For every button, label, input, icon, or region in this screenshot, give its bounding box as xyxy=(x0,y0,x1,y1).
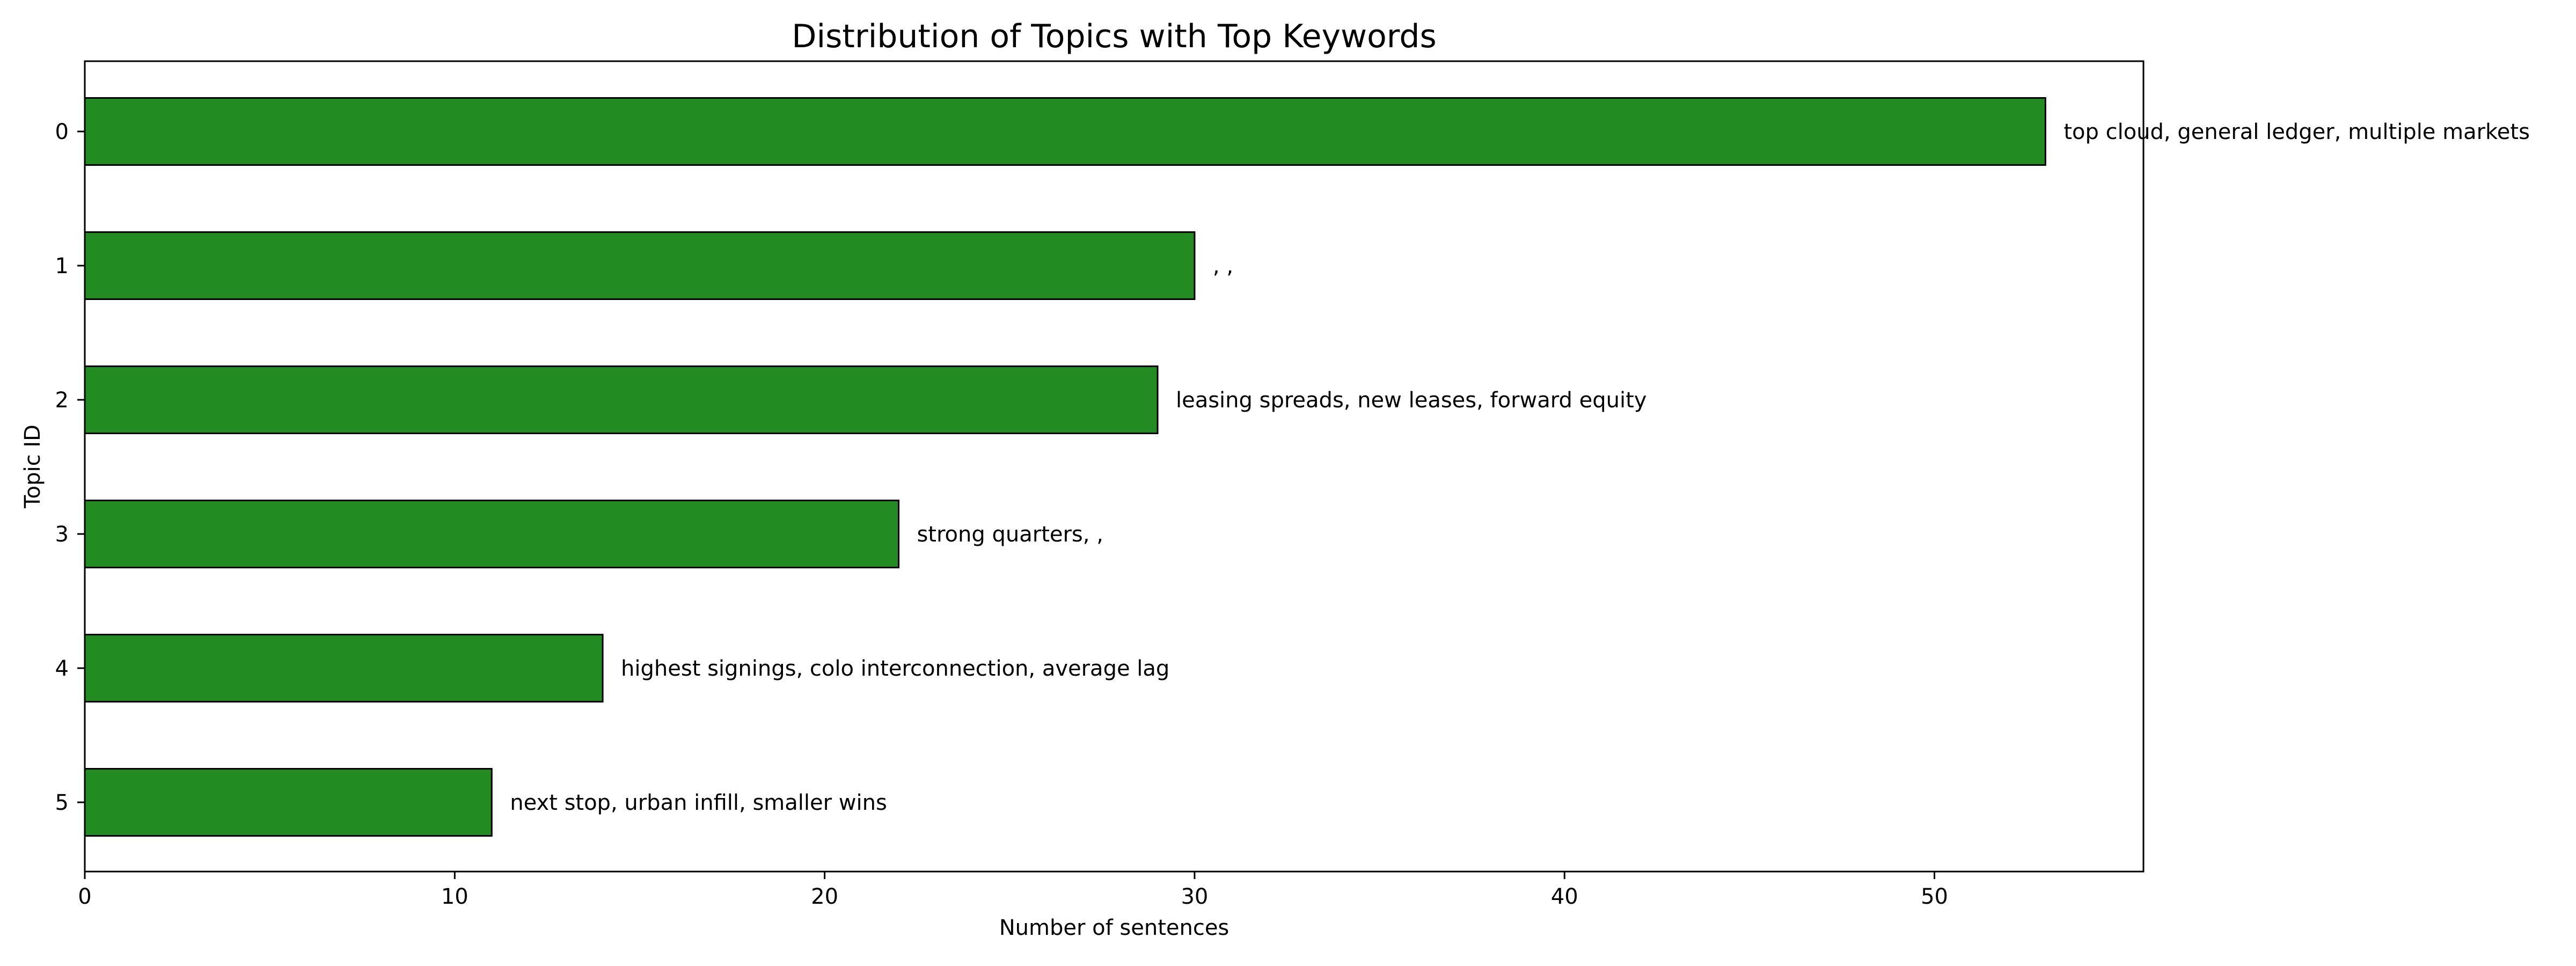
bar-topic-1 xyxy=(84,231,1196,300)
bar-annotation-topic-4: highest signings, colo interconnection, … xyxy=(621,656,1169,681)
y-tick-label-1: 1 xyxy=(55,254,69,279)
y-tick-label-3: 3 xyxy=(55,522,69,547)
x-tick-label-20: 20 xyxy=(811,884,838,909)
bar-topic-4 xyxy=(84,634,604,702)
x-tick-label-0: 0 xyxy=(78,884,91,909)
x-tick-label-50: 50 xyxy=(1921,884,1948,909)
y-axis-label: Topic ID xyxy=(20,425,45,509)
bar-annotation-topic-3: strong quarters, , xyxy=(917,522,1103,547)
bar-topic-0 xyxy=(84,97,2046,166)
plot-area-frame xyxy=(84,60,2145,873)
bar-annotation-topic-2: leasing spreads, new leases, forward equ… xyxy=(1176,388,1646,413)
y-tick-label-5: 5 xyxy=(55,791,69,815)
x-tick-label-10: 10 xyxy=(441,884,469,909)
bar-topic-3 xyxy=(84,500,899,568)
bar-annotation-topic-5: next stop, urban infill, smaller wins xyxy=(510,791,887,815)
x-tick-label-30: 30 xyxy=(1181,884,1208,909)
y-tick-label-0: 0 xyxy=(55,120,69,144)
x-tick-label-40: 40 xyxy=(1551,884,1578,909)
x-axis-label: Number of sentences xyxy=(999,916,1230,940)
bars-layer: top cloud, general ledger, multiple mark… xyxy=(84,97,2530,837)
y-tick-label-4: 4 xyxy=(55,656,69,681)
bar-annotation-topic-0: top cloud, general ledger, multiple mark… xyxy=(2063,120,2530,144)
bar-topic-5 xyxy=(84,768,493,837)
y-tick-label-2: 2 xyxy=(55,388,69,413)
bar-annotation-topic-1: , , xyxy=(1213,254,1233,279)
bar-topic-2 xyxy=(84,365,1159,434)
chart-title: Distribution of Topics with Top Keywords xyxy=(792,18,1436,55)
